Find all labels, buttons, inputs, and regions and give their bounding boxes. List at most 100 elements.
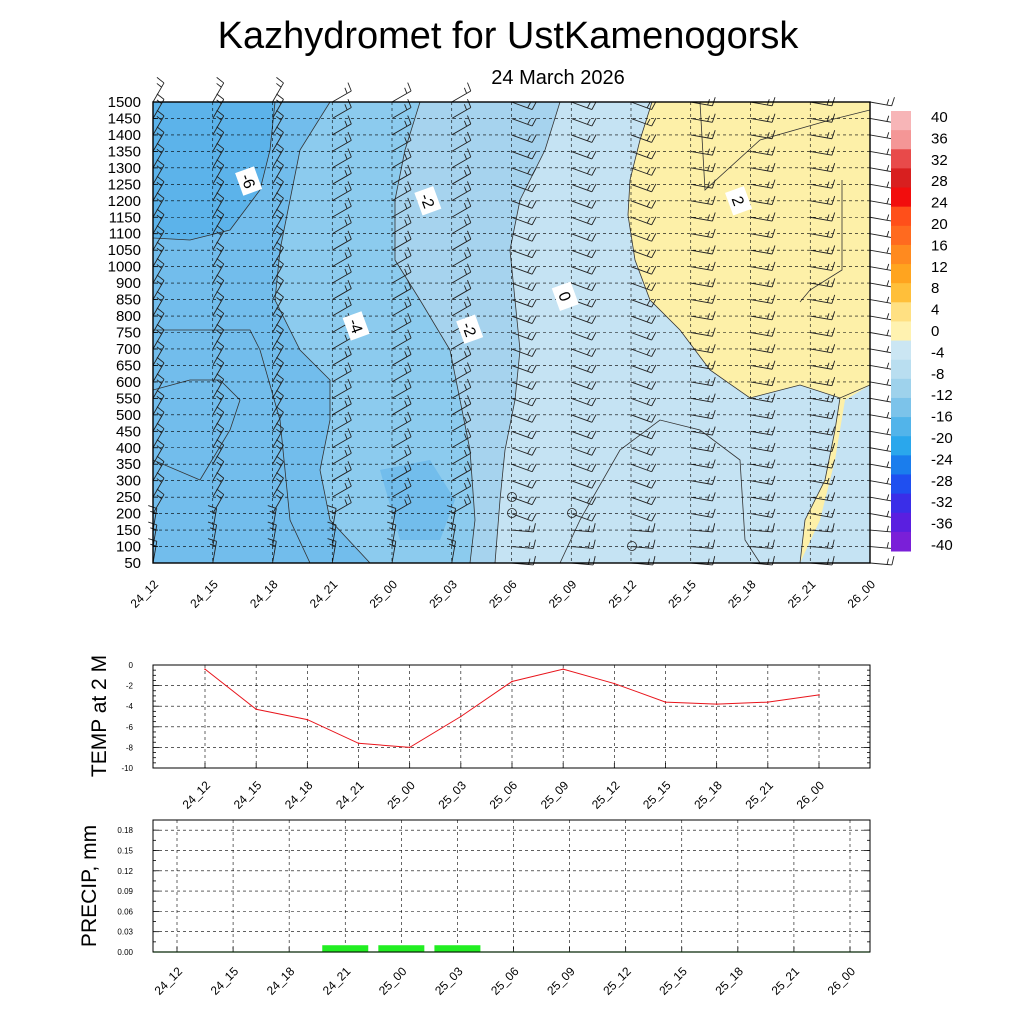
wind-barb bbox=[571, 233, 597, 242]
wind-barb bbox=[212, 340, 225, 366]
wind-barb bbox=[690, 377, 716, 387]
wind-barb bbox=[869, 245, 895, 255]
wind-barb bbox=[869, 360, 895, 370]
wind-barb-staff bbox=[391, 502, 412, 514]
wind-barb-feather bbox=[156, 247, 162, 253]
wind-barb-feather bbox=[463, 416, 468, 423]
wind-barb-staff bbox=[571, 463, 593, 473]
wind-barb-feather bbox=[156, 412, 162, 417]
calm-wind-marker bbox=[627, 541, 637, 551]
wind-barb bbox=[212, 225, 225, 251]
wind-barb bbox=[750, 442, 776, 453]
wind-barb bbox=[152, 488, 165, 514]
wind-barb bbox=[869, 377, 895, 387]
wind-barb bbox=[869, 261, 895, 271]
wind-barb-feather bbox=[766, 115, 770, 122]
wind-barb-staff bbox=[451, 436, 472, 449]
wind-barb-staff bbox=[212, 524, 218, 547]
wind-barb-feather bbox=[771, 195, 776, 205]
wind-barb-feather bbox=[771, 212, 776, 222]
wind-barb-feather bbox=[771, 475, 776, 485]
wind-barb bbox=[630, 167, 657, 176]
wind-barb bbox=[750, 261, 776, 271]
wind-barb-feather bbox=[707, 181, 710, 188]
wind-barb-feather bbox=[276, 264, 282, 269]
wind-barb-feather bbox=[404, 482, 408, 489]
wind-barb bbox=[750, 393, 776, 403]
wind-barb bbox=[750, 459, 776, 469]
wind-barb-staff bbox=[630, 529, 653, 533]
x-tick-label: 25_03 bbox=[426, 577, 460, 611]
wind-barb bbox=[630, 364, 657, 374]
wind-barb-feather bbox=[766, 263, 770, 270]
wind-barb bbox=[869, 179, 895, 189]
wind-barb-feather bbox=[886, 132, 890, 139]
wind-barb-feather bbox=[591, 430, 597, 440]
wind-barb bbox=[810, 146, 836, 156]
wind-barb-staff bbox=[630, 381, 652, 390]
wind-barb bbox=[869, 97, 895, 107]
wind-barb-feather bbox=[886, 362, 890, 369]
wind-barb bbox=[212, 373, 225, 399]
wind-barb-feather bbox=[156, 428, 162, 434]
wind-barb-feather bbox=[407, 378, 412, 388]
wind-barb-staff bbox=[152, 346, 165, 366]
wind-barb-feather bbox=[587, 542, 591, 549]
wind-barb-feather bbox=[407, 428, 412, 437]
wind-barb-feather bbox=[344, 416, 348, 423]
wind-barb-feather bbox=[207, 505, 217, 509]
wind-barb-feather bbox=[532, 523, 536, 533]
wind-barb-feather bbox=[826, 263, 830, 270]
wind-barb bbox=[810, 228, 836, 238]
wind-barb-feather bbox=[344, 87, 348, 94]
wind-barb-staff bbox=[690, 332, 713, 337]
wind-barb-feather bbox=[344, 235, 348, 242]
colorbar-swatch bbox=[891, 397, 911, 418]
wind-barb-feather bbox=[771, 442, 776, 452]
colorbar-swatch bbox=[891, 206, 911, 227]
wind-barb-staff bbox=[511, 513, 533, 522]
wind-barb-feather bbox=[592, 523, 596, 533]
wind-barb bbox=[212, 291, 225, 317]
wind-barb-staff bbox=[152, 444, 165, 465]
wind-barb bbox=[690, 212, 716, 222]
wind-barb-feather bbox=[216, 488, 225, 495]
wind-barb bbox=[332, 115, 352, 136]
wind-barb-staff bbox=[391, 222, 412, 235]
wind-barb-feather bbox=[156, 330, 162, 335]
wind-barb bbox=[272, 439, 284, 465]
wind-barb-feather bbox=[651, 348, 657, 357]
wind-barb-feather bbox=[156, 439, 165, 446]
wind-barb-staff bbox=[332, 123, 352, 136]
wind-barb-feather bbox=[404, 153, 408, 160]
wind-barb bbox=[750, 475, 776, 485]
wind-barb bbox=[690, 442, 716, 453]
wind-barb bbox=[272, 389, 284, 416]
wind-barb-feather bbox=[707, 197, 710, 204]
wind-barb bbox=[571, 216, 597, 226]
wind-barb-feather bbox=[711, 327, 716, 337]
x-tick-label: 25_09 bbox=[544, 964, 578, 998]
wind-barb-feather bbox=[467, 280, 472, 289]
wind-barb bbox=[810, 344, 836, 354]
wind-barb bbox=[750, 294, 776, 304]
wind-barb-staff bbox=[212, 263, 225, 284]
y-tick-label: 1050 bbox=[108, 242, 141, 259]
wind-barb-staff bbox=[630, 315, 652, 324]
wind-barb bbox=[391, 181, 412, 202]
wind-barb-feather bbox=[591, 381, 597, 390]
wind-barb-staff bbox=[690, 546, 713, 549]
wind-barb-staff bbox=[571, 529, 594, 533]
wind-barb-feather bbox=[886, 346, 890, 353]
wind-barb-staff bbox=[630, 430, 652, 440]
wind-barb-feather bbox=[404, 186, 408, 193]
colorbar-tick-label: -20 bbox=[931, 430, 953, 447]
wind-barb-staff bbox=[391, 403, 412, 416]
wind-barb bbox=[571, 331, 597, 341]
wind-barb-feather bbox=[463, 466, 468, 473]
wind-barb bbox=[511, 216, 537, 226]
wind-barb-feather bbox=[826, 329, 830, 336]
wind-barb bbox=[571, 167, 597, 176]
wind-barb-staff bbox=[152, 280, 165, 300]
wind-barb-feather bbox=[216, 132, 222, 137]
